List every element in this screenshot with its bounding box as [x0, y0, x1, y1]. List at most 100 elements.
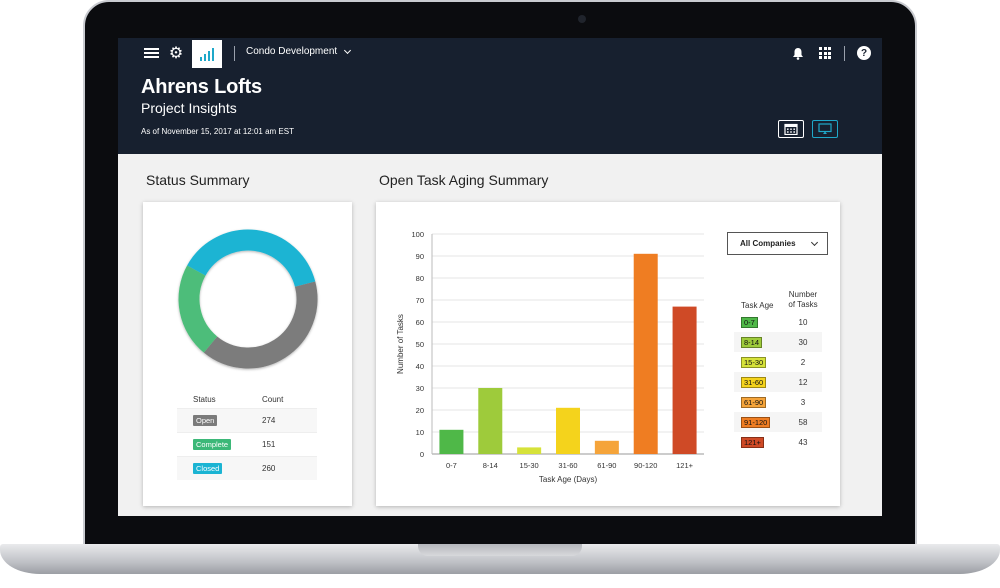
bar-8-14: [478, 388, 503, 454]
donut-slice-open: [203, 281, 318, 369]
status-count: 274: [262, 416, 276, 425]
status-row: Complete 151: [177, 432, 317, 456]
task-age-chip: 8-14: [741, 336, 763, 348]
donut-slice-complete: [178, 265, 218, 353]
status-col-header: Status: [193, 394, 216, 404]
count-col-header: Count: [262, 394, 284, 404]
legend-row: 15-30 2: [734, 352, 822, 372]
y-tick-label: 30: [416, 384, 424, 393]
y-tick-label: 50: [416, 340, 424, 349]
page-subtitle: Project Insights: [141, 100, 237, 116]
legend-row: 0-7 10: [734, 312, 822, 332]
presentation-icon: [818, 123, 832, 134]
app-screen: ⚙ Condo Development ? Ahrens Lofts Proje…: [118, 38, 882, 516]
bar-61-90: [594, 440, 619, 454]
status-summary-card: Status Count Open 274 Complete 151 Closed 260: [143, 202, 352, 506]
y-tick-label: 20: [416, 406, 424, 415]
task-age-chip: 15-30: [741, 356, 767, 368]
apps-grid-icon[interactable]: [816, 44, 834, 62]
bar-0-7: [439, 429, 464, 454]
status-donut-chart: [178, 229, 318, 369]
legend-header: Task Age Number of Tasks: [734, 290, 822, 312]
legend-row: 31-60 12: [734, 372, 822, 392]
legend-row: 8-14 30: [734, 332, 822, 352]
task-count: 58: [798, 417, 808, 427]
task-age-chip: 31-60: [741, 376, 767, 388]
y-tick-label: 10: [416, 428, 424, 437]
bar-121+: [672, 306, 697, 454]
aging-summary-card: 0 10 20 30 40 50 60 70 80 90 100 0-7 8-14 15-30 31-60 6…: [376, 202, 840, 506]
legend-age-header: Task Age: [741, 301, 774, 310]
task-age-chip: 121+: [741, 436, 764, 448]
status-badge: Complete: [193, 439, 232, 450]
top-bar: ⚙ Condo Development ?: [118, 38, 882, 68]
bar-15-30: [517, 447, 542, 454]
chevron-down-icon: [344, 46, 352, 54]
aging-legend-table: Task Age Number of Tasks 0-7 10 8-14 30 15-3…: [734, 290, 822, 452]
y-tick-label: 60: [416, 318, 424, 327]
y-tick-label: 0: [420, 450, 424, 459]
insights-logo-icon[interactable]: [192, 40, 222, 68]
y-tick-label: 90: [416, 252, 424, 261]
bell-icon[interactable]: [789, 44, 807, 62]
task-count: 12: [798, 377, 808, 387]
task-count: 30: [798, 337, 808, 347]
bar-90-120: [633, 253, 658, 454]
camera: [578, 15, 586, 23]
status-summary-title: Status Summary: [146, 172, 250, 188]
task-count: 2: [800, 357, 806, 367]
legend-row: 91-120 58: [734, 412, 822, 432]
status-count: 260: [262, 464, 276, 473]
x-tick-label: 121+: [676, 461, 694, 470]
company-filter-value: All Companies: [740, 239, 796, 248]
calendar-button[interactable]: [778, 120, 804, 138]
status-table: Status Count Open 274 Complete 151 Closed 260: [177, 390, 317, 480]
status-badge: Open: [193, 415, 218, 426]
x-tick-label: 90-120: [634, 461, 657, 470]
task-count: 10: [798, 317, 808, 327]
menu-icon[interactable]: [142, 44, 160, 62]
x-tick-label: 15-30: [520, 461, 539, 470]
task-age-chip: 0-7: [741, 316, 758, 328]
status-count: 151: [262, 440, 276, 449]
task-age-chip: 61-90: [741, 396, 767, 408]
x-tick-label: 31-60: [558, 461, 577, 470]
y-tick-label: 40: [416, 362, 424, 371]
chevron-down-icon: [810, 238, 819, 246]
x-tick-label: 0-7: [446, 461, 457, 470]
status-badge: Closed: [193, 463, 223, 474]
task-age-chip: 91-120: [741, 416, 771, 428]
gear-icon[interactable]: ⚙: [168, 45, 184, 62]
aging-summary-title: Open Task Aging Summary: [379, 172, 549, 188]
x-tick-label: 61-90: [597, 461, 616, 470]
status-table-header: Status Count: [177, 390, 317, 408]
divider: [844, 46, 845, 61]
x-tick-label: 8-14: [483, 461, 498, 470]
y-tick-label: 70: [416, 296, 424, 305]
project-selector[interactable]: Condo Development: [246, 46, 352, 57]
y-tick-label: 80: [416, 274, 424, 283]
company-filter-dropdown[interactable]: All Companies: [727, 232, 828, 255]
donut-slice-closed: [187, 229, 316, 288]
legend-row: 61-90 3: [734, 392, 822, 412]
laptop-notch: [418, 544, 582, 556]
help-icon[interactable]: ?: [855, 44, 873, 62]
present-button[interactable]: [812, 120, 838, 138]
y-tick-label: 100: [411, 230, 424, 239]
y-axis-label: Number of Tasks: [396, 314, 405, 374]
legend-row: 121+ 43: [734, 432, 822, 452]
task-count: 3: [800, 397, 806, 407]
project-name: Condo Development: [246, 46, 338, 57]
page-title: Ahrens Lofts: [141, 76, 262, 98]
task-count: 43: [798, 437, 808, 447]
x-axis-label: Task Age (Days): [539, 475, 598, 484]
status-row: Closed 260: [177, 456, 317, 480]
aging-bar-chart: 0 10 20 30 40 50 60 70 80 90 100 0-7 8-14 15-30 31-60 6…: [396, 230, 704, 484]
bar-31-60: [556, 407, 580, 454]
app-header: ⚙ Condo Development ? Ahrens Lofts Proje…: [118, 38, 882, 154]
status-row: Open 274: [177, 408, 317, 432]
calendar-icon: [784, 123, 798, 135]
legend-number-header: Number of Tasks: [788, 290, 818, 309]
divider: [234, 46, 235, 61]
as-of-timestamp: As of November 15, 2017 at 12:01 am EST: [141, 127, 294, 136]
